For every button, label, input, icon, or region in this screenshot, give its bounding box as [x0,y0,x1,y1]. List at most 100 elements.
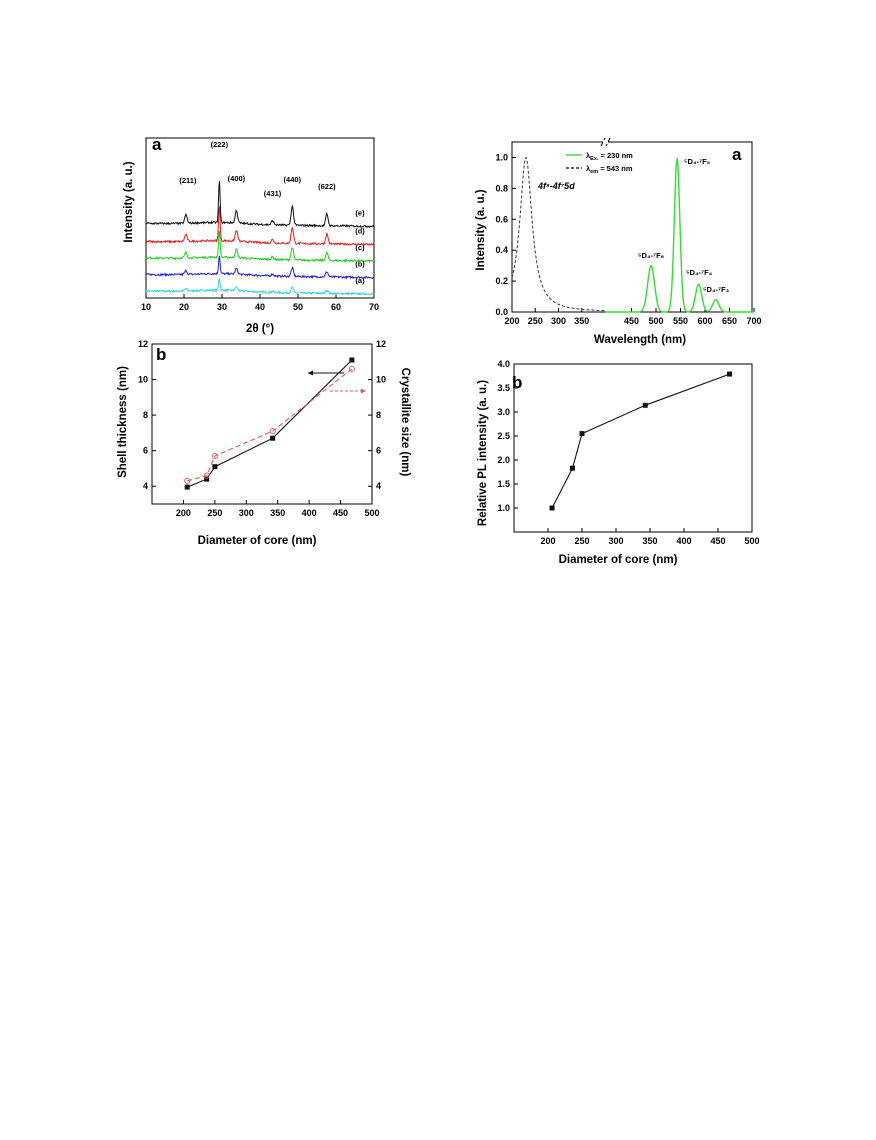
relpl-point [579,431,585,437]
xrd-chart: 10 20 30 40 50 60 70 (a) (b) (c) (d) (e) (211) (222) (… [112,130,382,338]
shell-thickness-point [184,484,190,490]
crystallite-size-point [269,428,276,435]
xrd-xtick-label: 20 [179,302,189,312]
shell-y2tick-label: 4 [376,481,381,491]
xrd-peak-label: (211) [179,176,197,185]
pl-ylabel: Intensity (a. u.) [475,189,487,270]
relpl-ytick-label: 1.5 [497,479,510,489]
pl-panel-label: a [732,145,742,164]
shell-ytick-label: 8 [143,410,148,420]
pl-legend-label: λem = 543 nm [586,164,633,175]
pl-axis-break-gap [603,140,608,144]
relpl-point [549,505,555,511]
pl-transition-5: ⁵D₄-⁷F₅ [684,157,711,166]
shell-thickness-point [212,464,218,470]
relpl-xtick-label: 450 [710,536,725,546]
shell-ytick-label: 12 [138,339,148,349]
shell-xlabel: Diameter of core (nm) [198,535,317,547]
shell-xtick-label: 350 [270,508,285,518]
crystallite-size-point [211,452,218,460]
pl-legend-symbol: λ [586,164,591,173]
xrd-series-label: (e) [355,208,365,217]
shell-y2label: Crystallite size (nm) [399,368,411,477]
pl-legend-value: = 543 nm [598,164,633,173]
shell-ytick-label: 4 [143,481,148,491]
crystallite-size-point [184,477,191,484]
pl-legend-label: λEx. = 230 nm [586,151,633,162]
shell-panel-label: b [156,345,166,364]
xrd-series-line [145,180,375,228]
pl-ytick-label: 0.8 [495,183,508,193]
shell-ylabel: Shell thickness (nm) [117,366,129,478]
pl-ytick-label: 0.2 [495,276,508,286]
shell-thickness-point [204,476,210,482]
relpl-ytick-label: 3.5 [497,383,510,393]
relpl-chart: 1.0 1.5 2.0 2.5 3.0 3.5 4.0 200 250 300 350 400 450 5… [470,358,770,568]
xrd-series-line [145,255,375,280]
xrd-xtick-label: 50 [293,302,303,312]
pl-xtick-label: 550 [673,316,688,326]
xrd-series-label: (b) [355,260,365,269]
pl-xtick-label: 250 [528,316,543,326]
shell-y2tick-label: 10 [376,375,386,385]
relpl-point [642,402,648,408]
shell-y2tick-label: 12 [376,339,386,349]
pl-transition-3: ⁵D₄-⁷F₃ [703,285,730,294]
xrd-peak-label: (440) [284,175,302,184]
crystallite-size-line [187,368,353,482]
pl-legend-subscript: Ex. [590,156,599,162]
xrd-xlabel: 2θ (°) [246,323,274,335]
relpl-xtick-label: 250 [574,536,589,546]
xrd-xtick-label: 30 [217,302,227,312]
relpl-ytick-label: 2.0 [497,455,510,465]
xrd-ylabel: Intensity (a. u.) [123,161,135,242]
crystallite-axis-arrowhead [361,388,366,394]
relpl-xtick-label: 200 [540,536,555,546]
relpl-line [551,373,730,509]
pl-xtick-label: 350 [574,316,589,326]
relpl-xtick-label: 500 [744,536,759,546]
relpl-xtick-label: 400 [676,536,691,546]
pl-emission-line [605,156,754,313]
xrd-peak-label: (222) [211,140,229,149]
xrd-series-line [145,277,375,296]
relpl-xtick-label: 350 [642,536,657,546]
shell-axis-arrowhead [308,370,313,376]
pl-transition-4: ⁵D₄-⁷F₄ [686,268,713,277]
xrd-xtick-label: 70 [369,302,379,312]
pl-ytick-label: 0.6 [495,214,508,224]
relpl-ytick-label: 2.5 [497,431,510,441]
xrd-peak-label: (400) [228,174,246,183]
pl-xtick-label: 600 [697,316,712,326]
pl-xtick-label: 300 [551,316,566,326]
pl-svg: 0.0 0.2 0.4 0.6 0.8 1.0 200 250 300 350 450 500 550 6… [475,137,762,346]
shell-xtick-label: 250 [207,508,222,518]
xrd-svg: 10 20 30 40 50 60 70 (a) (b) (c) (d) (e) (211) (222) (… [123,135,379,335]
xrd-peak-label: (431) [264,189,282,198]
shell-thickness-point [270,435,276,441]
pl-legend-symbol: λ [586,151,591,160]
pl-xtick-label: 200 [504,316,519,326]
shell-ytick-label: 10 [138,375,148,385]
pl-ytick-label: 1.0 [495,152,508,162]
pl-ytick-label: 0.4 [495,245,508,255]
xrd-xtick-label: 10 [141,302,151,312]
xrd-series-label: (c) [355,243,365,252]
relpl-svg: 1.0 1.5 2.0 2.5 3.0 3.5 4.0 200 250 300 350 400 450 5… [477,359,760,566]
pl-transition-6: ⁵D₄-⁷F₆ [638,251,664,260]
relpl-ylabel: Relative PL intensity (a. u.) [477,380,489,526]
relpl-xtick-label: 300 [608,536,623,546]
xrd-series-label: (a) [355,276,365,285]
shell-thickness-point [349,357,355,363]
crystallite-size-point [348,365,355,372]
pl-ytick-label: 0.0 [495,307,508,317]
pl-chart: 0.0 0.2 0.4 0.6 0.8 1.0 200 250 300 350 450 500 550 6… [470,130,770,350]
shell-xtick-label: 400 [302,508,317,518]
shell-xtick-label: 500 [364,508,379,518]
relpl-ytick-label: 3.0 [497,407,510,417]
pl-xtick-label: 700 [746,316,761,326]
relpl-ytick-label: 4.0 [497,359,510,369]
pl-xtick-label: 650 [722,316,737,326]
pl-xtick-label: 450 [624,316,639,326]
shell-xtick-label: 300 [239,508,254,518]
